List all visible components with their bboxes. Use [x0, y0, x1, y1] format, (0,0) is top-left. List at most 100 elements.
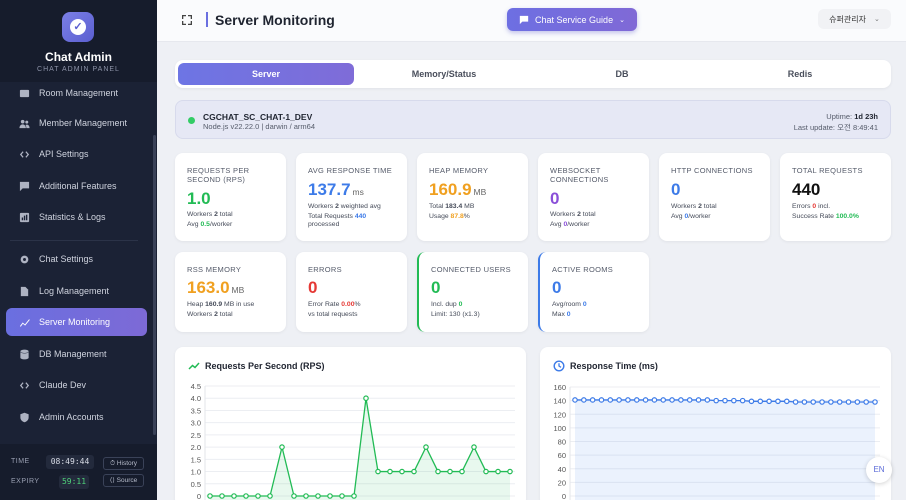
y-tick-label: 120 [553, 410, 566, 419]
card-sub: Total Requests 440 [308, 213, 367, 220]
tab-db[interactable]: DB [615, 69, 629, 79]
sidebar-item-claude-dev[interactable]: Claude Dev [6, 371, 147, 399]
card-value: 1.0 [187, 189, 211, 208]
y-tick-label: 3.0 [191, 419, 201, 428]
card-sub: Heap 160.9 MB in use [187, 301, 255, 308]
expand-icon[interactable] [181, 14, 193, 26]
sidebar-item-member-management[interactable]: Member Management [6, 109, 147, 137]
y-tick-label: 4.5 [191, 382, 201, 391]
card-sub: Workers 2 total [671, 203, 717, 210]
data-point [607, 397, 614, 403]
card-value: 160.9 MB [429, 180, 487, 199]
card-value: 0 [550, 189, 560, 208]
sidebar-item-room-management[interactable]: Room Management [6, 79, 147, 107]
sidebar-item-admin-accounts[interactable]: Admin Accounts [6, 403, 147, 431]
card-sub: Workers 2 total [187, 211, 233, 218]
data-point [766, 398, 772, 405]
data-point [625, 397, 631, 403]
stats-icon [17, 210, 31, 224]
sidebar-item-chat-settings[interactable]: Chat Settings [6, 245, 147, 273]
y-tick-label: 40 [558, 465, 566, 474]
brand: ✓ Chat Admin CHAT ADMIN PANEL [0, 0, 157, 82]
y-tick-label: 3.5 [191, 406, 201, 415]
sidebar-item-label: Claude Dev [39, 380, 87, 390]
tab-redis[interactable]: Redis [787, 69, 813, 79]
data-point [231, 493, 237, 499]
y-tick-label: 1.5 [191, 455, 201, 464]
data-point [678, 397, 684, 403]
data-point [351, 493, 357, 499]
history-button[interactable]: ⏱ History [103, 457, 144, 470]
sidebar-item-server-monitoring[interactable]: Server Monitoring [6, 308, 147, 336]
y-tick-label: 160 [553, 383, 566, 392]
data-point [303, 493, 309, 499]
user-label: 슈퍼관리자 [829, 14, 866, 24]
data-point [792, 399, 799, 405]
data-point [255, 493, 261, 499]
card-value: 163.0 MB [187, 278, 245, 297]
data-point [315, 493, 321, 499]
card-label: REQUESTS PER SECOND (RPS) [187, 166, 250, 184]
status-dot [188, 117, 195, 124]
data-point [589, 397, 596, 403]
data-point [845, 399, 852, 405]
data-point [775, 398, 781, 405]
tab-memory-status[interactable]: Memory/Status [411, 69, 477, 79]
data-point [836, 399, 843, 405]
chart-title: Requests Per Second (RPS) [205, 361, 325, 371]
data-point [495, 468, 501, 475]
card-value: 0 [308, 278, 318, 297]
clock-icon [553, 360, 565, 372]
chat-service-guide-button[interactable]: Chat Service Guide ⌄ [507, 8, 637, 31]
data-point [616, 397, 622, 403]
card-http-connections: HTTP CONNECTIONS 0 Workers 2 total Avg 0… [659, 153, 770, 241]
card-connected-users: CONNECTED USERS 0 Incl. dup 0 Limit: 130… [417, 252, 528, 332]
data-point [447, 468, 453, 475]
card-label: TOTAL REQUESTS [792, 166, 863, 175]
card-sub: Avg/room 0 [552, 301, 587, 308]
data-point [572, 397, 578, 403]
card-sub: Success Rate 100.0% [792, 213, 859, 220]
data-point [243, 493, 249, 499]
sidebar-item-additional-features[interactable]: Additional Features [6, 172, 147, 200]
response-time-chart: 160 140 120 100 80 60 40 20 0 [553, 383, 880, 500]
y-tick-label: 0 [197, 492, 201, 500]
uptime-label: Uptime: [826, 112, 853, 121]
sidebar-item-label: DB Management [39, 349, 107, 359]
sidebar-item-label: Room Management [39, 88, 119, 98]
sidebar-item-label: Additional Features [39, 181, 117, 191]
sidebar-item-statistics-logs[interactable]: Statistics & Logs [6, 203, 147, 231]
user-menu-button[interactable]: 슈퍼관리자 ⌄ [818, 9, 891, 29]
data-point [399, 468, 405, 475]
data-point [363, 395, 369, 402]
card-errors: ERRORS 0 Error Rate 0.00% vs total reque… [296, 252, 407, 332]
sidebar-scrollbar[interactable] [153, 135, 156, 435]
card-label: AVG RESPONSE TIME [308, 166, 393, 175]
card-heap-memory: HEAP MEMORY 160.9 MB Total 183.4 MB Usage… [417, 153, 528, 241]
card-sub: Avg 0/worker [550, 221, 590, 228]
sidebar-item-log-management[interactable]: Log Management [6, 277, 147, 305]
data-point [279, 444, 285, 450]
y-tick-label: 4.0 [191, 394, 201, 403]
y-tick-label: 60 [558, 451, 566, 460]
sidebar-item-api-settings[interactable]: API Settings [6, 140, 147, 168]
shield-icon [17, 410, 31, 424]
y-tick-label: 1.0 [191, 468, 201, 477]
sidebar-item-label: Admin Accounts [39, 412, 104, 422]
language-button[interactable]: EN [866, 457, 892, 483]
chevron-down-icon: ⌄ [873, 16, 880, 23]
y-tick-label: 2.5 [191, 431, 201, 440]
sidebar-item-label: Statistics & Logs [39, 212, 106, 222]
card-sub: Workers 2 weighted avg [308, 203, 381, 210]
tab-server[interactable]: Server [178, 63, 354, 85]
file-icon [17, 284, 31, 298]
data-point [219, 493, 225, 499]
data-point [483, 468, 489, 475]
card-label: ACTIVE ROOMS [552, 265, 614, 274]
source-button[interactable]: ⟨⟩ Source [103, 474, 144, 487]
series-area [575, 399, 875, 500]
data-point [704, 397, 711, 403]
last-update-value: 오전 8:49:41 [837, 123, 878, 132]
sidebar-item-db-management[interactable]: DB Management [6, 340, 147, 368]
expiry-label: EXPIRY [11, 478, 40, 485]
